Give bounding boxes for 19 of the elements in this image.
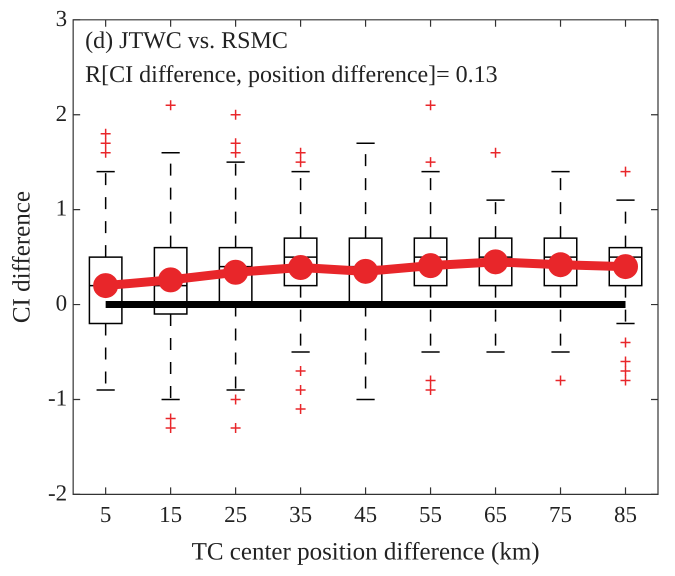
x-tick-label: 55	[419, 502, 442, 528]
annotation: R[CI difference, position difference]= 0.13	[85, 62, 498, 88]
y-tick-label: 0	[56, 290, 68, 316]
y-axis-title: CI difference	[8, 191, 36, 324]
x-tick-label: 25	[224, 502, 248, 528]
x-tick-label: 15	[159, 502, 182, 528]
x-tick-label: 85	[614, 502, 638, 528]
y-tick-label: -1	[48, 386, 68, 411]
x-tick-label: 75	[549, 502, 572, 528]
x-tick-label: 5	[100, 502, 112, 528]
annotation: (d) JTWC vs. RSMC	[85, 28, 288, 54]
x-tick-label: 65	[484, 502, 508, 528]
x-tick-label: 35	[289, 502, 312, 528]
y-tick-label: 1	[56, 196, 68, 221]
y-tick-label: 3	[56, 6, 68, 31]
y-tick-label: -2	[48, 480, 68, 506]
x-tick-label: 45	[354, 502, 378, 528]
y-tick-label: 2	[56, 100, 68, 126]
x-axis-title: TC center position difference (km)	[192, 538, 540, 566]
